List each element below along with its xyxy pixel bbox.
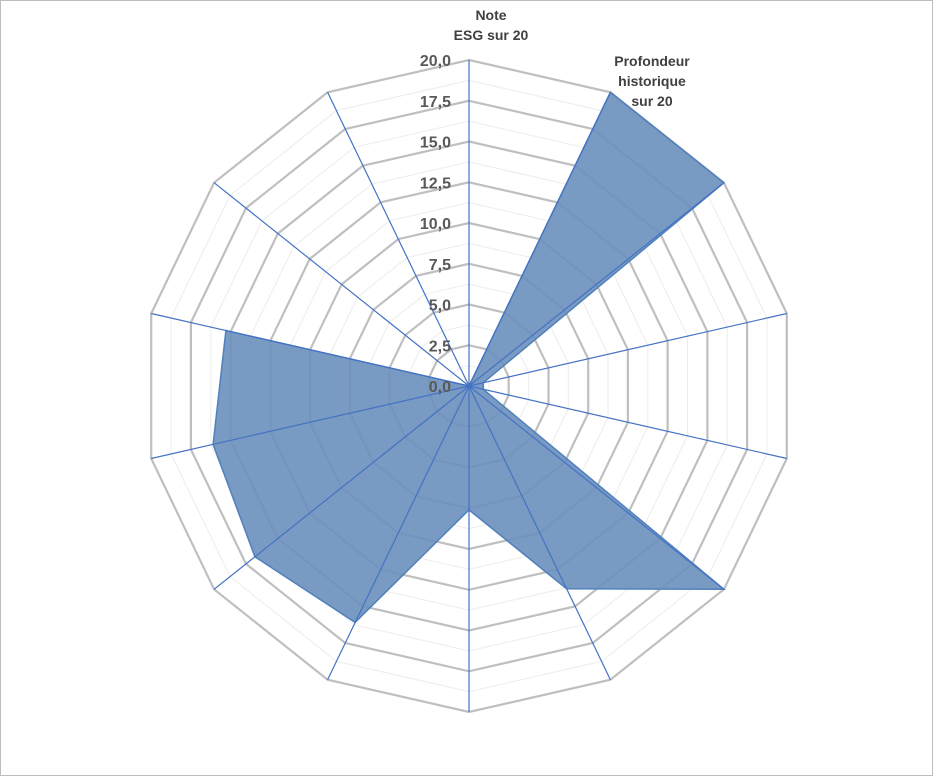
- axis-spoke-4: [468, 385, 787, 460]
- axis-spoke-3: [468, 312, 787, 387]
- axis-spoke-2: [468, 182, 725, 387]
- axis-spoke-6: [468, 385, 611, 680]
- axis-spoke-1: [468, 92, 611, 387]
- axis-titles: Note ESG sur 20 Profondeur historique sur 20: [454, 7, 691, 109]
- tick-labels: 0,0 2,5 5,0 7,5 10,0 12,5 15,0 17,5 20,0: [420, 53, 451, 396]
- tick-label: 10,0: [420, 216, 451, 233]
- axis-title-0: Note ESG sur 20: [454, 7, 529, 43]
- axis-spoke-5: [468, 385, 725, 590]
- tick-label: 12,5: [420, 175, 451, 192]
- axis-spoke-11: [151, 312, 470, 387]
- axis-spoke-12: [213, 182, 470, 387]
- tick-label: 17,5: [420, 94, 451, 111]
- tick-label: 20,0: [420, 53, 451, 70]
- axis-spoke-9: [213, 385, 470, 590]
- tick-label: 5,0: [429, 298, 451, 315]
- tick-label: 0,0: [429, 379, 451, 396]
- tick-label: 2,5: [429, 338, 451, 355]
- axis-spoke-13: [327, 92, 470, 387]
- tick-label: 15,0: [420, 135, 451, 152]
- tick-label: 7,5: [429, 257, 451, 274]
- axis-spoke-8: [327, 385, 470, 680]
- axis-title-1: Profondeur historique sur 20: [614, 53, 690, 109]
- axis-spoke-10: [151, 385, 470, 460]
- axis-spokes: [151, 60, 787, 712]
